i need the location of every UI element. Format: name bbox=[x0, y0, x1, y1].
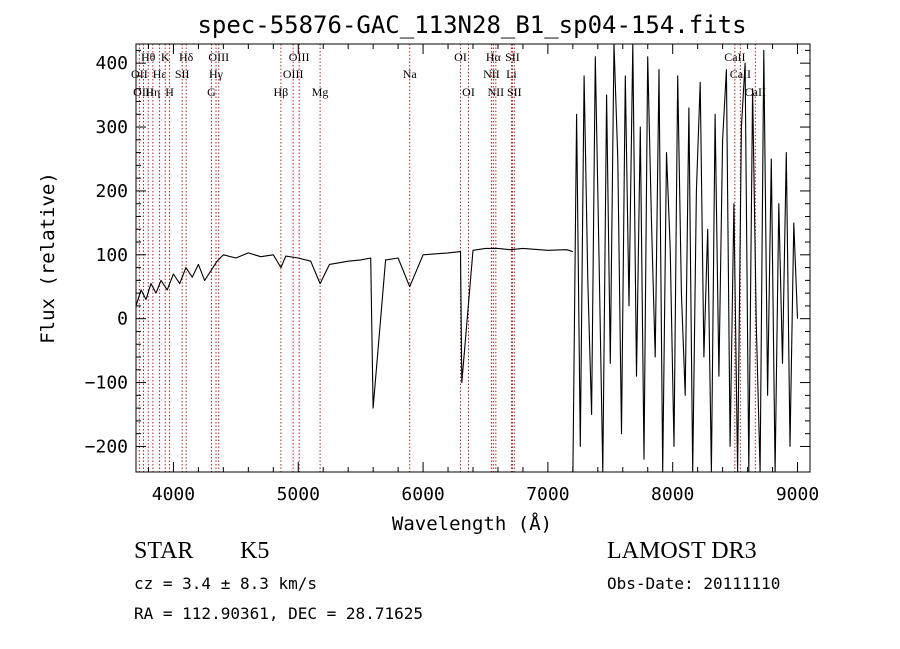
y-tick-label: 300 bbox=[95, 117, 128, 138]
line-marker-label: H bbox=[165, 85, 174, 99]
line-marker-label: OIII bbox=[283, 67, 304, 81]
line-marker-label: NII bbox=[488, 85, 505, 99]
line-marker-label: SII bbox=[175, 67, 190, 81]
object-subclass: K5 bbox=[240, 538, 270, 564]
redshift-cz: cz = 3.4 ± 8.3 km/s bbox=[134, 574, 318, 593]
y-tick-label: −100 bbox=[85, 373, 128, 394]
line-marker-label: SII bbox=[505, 50, 520, 64]
x-tick-label: 6000 bbox=[401, 484, 444, 505]
x-tick-label: 5000 bbox=[277, 484, 320, 505]
line-marker-label: OIII bbox=[289, 50, 310, 64]
line-marker-label: K bbox=[161, 50, 170, 64]
observation-date: Obs-Date: 20111110 bbox=[607, 574, 781, 593]
series-line-flux bbox=[135, 247, 574, 409]
line-marker-label: Li bbox=[506, 67, 517, 81]
line-marker-label: Hβ bbox=[274, 85, 289, 99]
line-marker-label: Mg bbox=[312, 85, 329, 99]
line-marker-label: CaII bbox=[724, 50, 745, 64]
line-marker-label: Hε bbox=[153, 67, 167, 81]
line-marker-label: Hδ bbox=[179, 50, 194, 64]
line-markers bbox=[138, 44, 756, 472]
line-marker-label: CaII bbox=[745, 85, 766, 99]
line-marker-label: CaII bbox=[730, 67, 751, 81]
coordinates: RA = 112.90361, DEC = 28.71625 bbox=[134, 604, 423, 623]
line-marker-label: OI bbox=[454, 50, 467, 64]
line-marker-label: Hθ bbox=[141, 50, 156, 64]
y-tick-label: 400 bbox=[95, 53, 128, 74]
y-axis-label: Flux (relative) bbox=[37, 172, 59, 344]
line-marker-label: Hη bbox=[145, 85, 160, 99]
y-tick-label: 200 bbox=[95, 181, 128, 202]
x-tick-label: 7000 bbox=[526, 484, 569, 505]
line-marker-label: Hγ bbox=[209, 67, 224, 81]
survey-name: LAMOST DR3 bbox=[607, 538, 757, 564]
series-line-noisy-red-end bbox=[572, 43, 799, 473]
line-marker-label: Hα bbox=[486, 50, 502, 64]
line-marker-label: G bbox=[207, 85, 216, 99]
y-tick-label: 100 bbox=[95, 245, 128, 266]
line-marker-label: SII bbox=[507, 85, 522, 99]
object-type: STAR bbox=[134, 538, 194, 564]
line-marker-label: OII bbox=[131, 67, 148, 81]
line-marker-label: OI bbox=[462, 85, 475, 99]
line-marker-label: Na bbox=[403, 67, 418, 81]
y-axis-ticks: −200 −100 0 100 200 300 400 bbox=[85, 49, 810, 457]
y-tick-label: −200 bbox=[85, 436, 128, 457]
line-marker-label: NII bbox=[483, 67, 500, 81]
x-axis-ticks: 4000 5000 6000 7000 8000 9000 bbox=[147, 44, 819, 505]
x-tick-label: 9000 bbox=[776, 484, 819, 505]
y-tick-label: 0 bbox=[117, 309, 128, 330]
line-marker-label: OIII bbox=[208, 50, 229, 64]
x-tick-label: 8000 bbox=[651, 484, 694, 505]
data-lines bbox=[135, 43, 799, 473]
chart-title: spec-55876-GAC_113N28_B1_sp04-154.fits bbox=[197, 11, 746, 39]
x-tick-label: 4000 bbox=[152, 484, 195, 505]
x-axis-label: Wavelength (Å) bbox=[392, 512, 552, 535]
